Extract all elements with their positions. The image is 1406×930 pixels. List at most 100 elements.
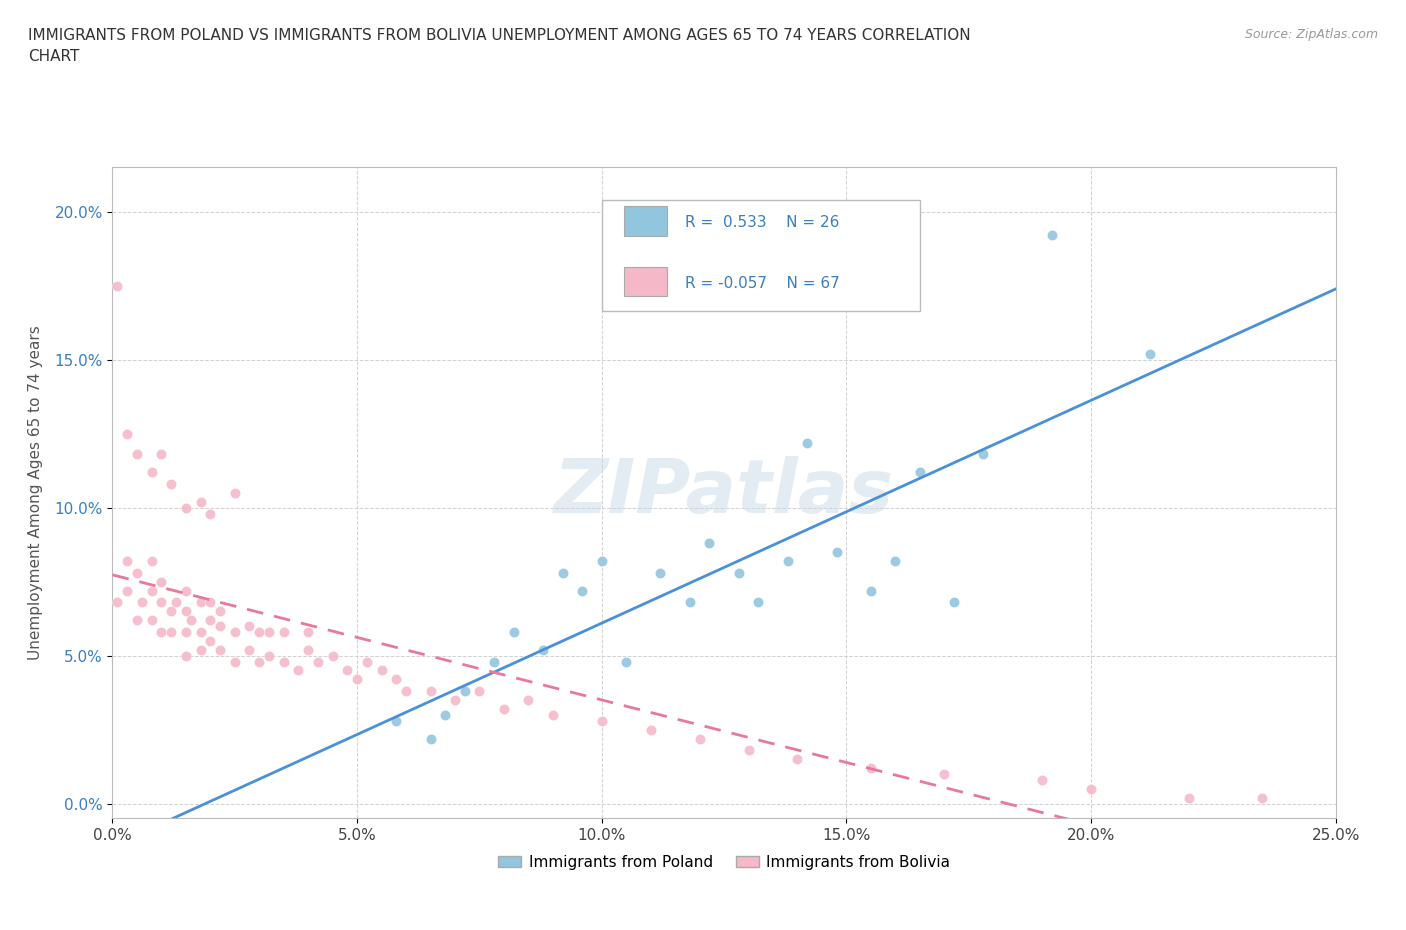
Point <box>273 625 295 640</box>
Point <box>346 671 368 686</box>
Point <box>492 701 515 716</box>
Point <box>640 723 662 737</box>
Point <box>908 465 931 480</box>
Point <box>571 583 593 598</box>
Point <box>287 663 309 678</box>
Point <box>209 643 232 658</box>
Point <box>502 625 524 640</box>
Text: IMMIGRANTS FROM POLAND VS IMMIGRANTS FROM BOLIVIA UNEMPLOYMENT AMONG AGES 65 TO : IMMIGRANTS FROM POLAND VS IMMIGRANTS FRO… <box>28 28 970 64</box>
Point <box>1040 228 1063 243</box>
Point <box>1251 790 1274 805</box>
Point <box>614 654 637 669</box>
Point <box>224 654 246 669</box>
Point <box>257 648 280 663</box>
Point <box>174 583 197 598</box>
Point <box>395 684 418 698</box>
Point <box>190 643 212 658</box>
Y-axis label: Unemployment Among Ages 65 to 74 years: Unemployment Among Ages 65 to 74 years <box>28 326 44 660</box>
Point <box>174 625 197 640</box>
Point <box>247 654 270 669</box>
Point <box>125 565 148 580</box>
Point <box>454 684 477 698</box>
Point <box>591 553 613 568</box>
Point <box>257 625 280 640</box>
Point <box>174 500 197 515</box>
Point <box>972 447 994 462</box>
Point <box>190 595 212 610</box>
Point <box>125 613 148 628</box>
Point <box>238 643 260 658</box>
Point <box>141 583 163 598</box>
Point <box>356 654 378 669</box>
Text: R = -0.057    N = 67: R = -0.057 N = 67 <box>685 276 839 291</box>
Text: R =  0.533    N = 26: R = 0.533 N = 26 <box>685 215 839 231</box>
Point <box>786 751 808 766</box>
Point <box>115 583 138 598</box>
Point <box>174 648 197 663</box>
Point <box>247 625 270 640</box>
Point <box>105 595 128 610</box>
Point <box>160 604 183 618</box>
Point <box>141 553 163 568</box>
Point <box>747 595 769 610</box>
Point <box>200 595 222 610</box>
Point <box>297 625 319 640</box>
Point <box>370 663 392 678</box>
Point <box>209 604 232 618</box>
Point <box>541 708 564 723</box>
Point <box>297 643 319 658</box>
Point <box>727 565 749 580</box>
Point <box>444 693 467 708</box>
Point <box>125 447 148 462</box>
Point <box>434 708 457 723</box>
Point <box>859 761 882 776</box>
Point <box>209 618 232 633</box>
Point <box>699 536 721 551</box>
Point <box>200 613 222 628</box>
Point <box>934 766 956 781</box>
Point <box>419 731 441 746</box>
Point <box>336 663 359 678</box>
Point <box>1178 790 1201 805</box>
Point <box>273 654 295 669</box>
Point <box>650 565 672 580</box>
Point <box>150 574 173 589</box>
Point <box>180 613 202 628</box>
Point <box>141 465 163 480</box>
Point <box>160 476 183 491</box>
Point <box>160 625 183 640</box>
Point <box>115 426 138 441</box>
Point <box>190 495 212 510</box>
FancyBboxPatch shape <box>624 267 666 297</box>
Point <box>1080 781 1102 796</box>
Point <box>689 731 711 746</box>
Point <box>482 654 505 669</box>
Point <box>1031 773 1053 788</box>
Point <box>238 618 260 633</box>
FancyBboxPatch shape <box>624 206 666 236</box>
Point <box>105 278 128 293</box>
Point <box>150 595 173 610</box>
Point <box>859 583 882 598</box>
Point <box>385 713 408 728</box>
Point <box>165 595 187 610</box>
Point <box>1139 346 1161 361</box>
Point <box>468 684 491 698</box>
Point <box>419 684 441 698</box>
Point <box>679 595 702 610</box>
FancyBboxPatch shape <box>602 200 920 311</box>
Legend: Immigrants from Poland, Immigrants from Bolivia: Immigrants from Poland, Immigrants from … <box>492 849 956 876</box>
Point <box>141 613 163 628</box>
Point <box>115 553 138 568</box>
Point <box>776 553 799 568</box>
Point <box>150 447 173 462</box>
Point <box>200 506 222 521</box>
Point <box>884 553 907 568</box>
Point <box>131 595 153 610</box>
Point <box>551 565 574 580</box>
Point <box>150 625 173 640</box>
Point <box>190 625 212 640</box>
Point <box>591 713 613 728</box>
Point <box>174 604 197 618</box>
Point <box>531 643 554 658</box>
